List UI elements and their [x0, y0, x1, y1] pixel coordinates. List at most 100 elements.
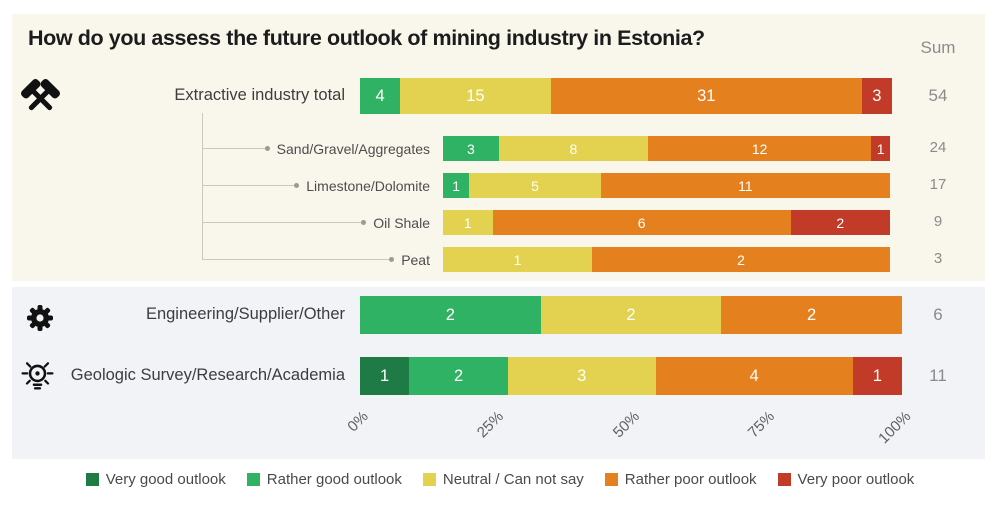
bar-segment-neutral: 3: [507, 357, 656, 395]
segment-value: 1: [452, 177, 461, 194]
bar-row: 3 8 12 1: [443, 136, 890, 161]
segment-value: 2: [453, 366, 464, 385]
segment-value: 2: [626, 305, 636, 324]
row-label: Oil Shale: [202, 213, 430, 233]
bar-segment-rather_good: 2: [360, 296, 541, 334]
legend-label: Rather poor outlook: [624, 471, 757, 488]
bar-segment-very_poor: 1: [852, 357, 902, 395]
sum-column-header: Sum: [920, 38, 956, 57]
segment-value: 2: [445, 305, 455, 324]
bar-segment-rather_poor: 12: [647, 136, 872, 161]
bar-segment-rather_poor: 6: [492, 210, 791, 235]
bar-segment-rather_poor: 4: [655, 357, 853, 395]
legend-swatch: [246, 473, 260, 486]
bar-segment-neutral: 8: [498, 136, 648, 161]
bar-segment-rather_good: 2: [409, 357, 508, 395]
row-label: Extractive industry total: [174, 86, 345, 104]
bar-segment-rather_good: 4: [360, 78, 401, 114]
row-label-text: Peat: [401, 251, 430, 268]
segment-value: 1: [876, 140, 885, 157]
segment-value: 15: [466, 86, 485, 105]
row-sum: 3: [933, 249, 943, 267]
tree-branch-line: [202, 222, 362, 223]
legend-item: Very poor outlook: [777, 471, 915, 488]
segment-value: 1: [872, 366, 882, 385]
segment-value: 1: [380, 366, 390, 385]
row-label-text: Sand/Gravel/Aggregates: [276, 140, 430, 157]
bar-segment-very_poor: 1: [871, 136, 890, 161]
segment-value: 5: [531, 177, 539, 194]
bar-segment-neutral: 15: [400, 78, 551, 114]
bar-segment-neutral: 5: [469, 173, 601, 198]
bar-row: 4 15 31 3: [360, 78, 902, 114]
bullet-dot: [264, 146, 270, 151]
segment-value: 6: [637, 214, 646, 231]
tree-branch-line: [202, 185, 295, 186]
row-label: Limestone/Dolomite: [202, 176, 430, 196]
bar-row: 1 2 3 4 1: [360, 357, 902, 395]
segment-value: 4: [749, 366, 759, 385]
bar-segment-rather_poor: 11: [600, 173, 890, 198]
row-sum: 6: [933, 305, 943, 324]
legend-swatch: [422, 473, 436, 486]
row-label: Engineering/Supplier/Other: [145, 305, 345, 323]
bullet-dot: [294, 183, 300, 188]
segment-value: 2: [836, 214, 845, 231]
legend-label: Neutral / Can not say: [442, 471, 584, 488]
bar-segment-rather_poor: 2: [591, 247, 890, 272]
row-label: Peat: [202, 250, 430, 270]
row-sum: 17: [929, 175, 947, 193]
bar-segment-very_poor: 2: [790, 210, 890, 235]
segment-value: 2: [737, 251, 745, 268]
bar-row: 1 5 11: [443, 173, 890, 198]
segment-value: 3: [577, 366, 587, 385]
legend-swatch: [85, 473, 99, 486]
legend-item: Neutral / Can not say: [422, 471, 584, 488]
bullet-dot: [389, 257, 395, 262]
row-label-text: Oil Shale: [373, 214, 430, 231]
bullet-dot: [361, 220, 367, 225]
tree-branch-line: [202, 259, 390, 260]
row-label-text: Limestone/Dolomite: [306, 177, 430, 194]
bar-segment-rather_poor: 31: [550, 78, 862, 114]
segment-value: 3: [467, 140, 475, 157]
bar-segment-very_good: 1: [360, 357, 410, 395]
bar-segment-rather_poor: 2: [721, 296, 902, 334]
tree-branch-line: [202, 148, 265, 149]
bar-segment-rather_good: 1: [443, 173, 470, 198]
segment-value: 1: [463, 214, 472, 231]
segment-value: 2: [807, 305, 817, 324]
tree-connector-line: [202, 113, 203, 260]
legend-item: Rather good outlook: [246, 471, 402, 488]
segment-value: 4: [375, 86, 385, 105]
row-sum: 54: [928, 86, 948, 105]
row-label: Geologic Survey/Research/Academia: [70, 366, 345, 384]
legend-item: Very good outlook: [85, 471, 226, 488]
legend-item: Rather poor outlook: [604, 471, 757, 488]
bar-segment-neutral: 1: [443, 247, 592, 272]
segment-value: 31: [697, 86, 716, 105]
bar-row: 2 2 2: [360, 296, 902, 334]
mining-icon: [17, 75, 64, 127]
legend: Very good outlook Rather good outlook Neut…: [0, 471, 1000, 488]
row-sum: 11: [929, 366, 947, 385]
bar-segment-rather_good: 3: [443, 136, 499, 161]
row-sum: 9: [933, 212, 943, 230]
legend-label: Very poor outlook: [797, 471, 915, 488]
legend-swatch: [777, 473, 791, 486]
bar-segment-very_poor: 3: [861, 78, 892, 114]
legend-label: Very good outlook: [105, 471, 226, 488]
bar-segment-neutral: 1: [443, 210, 493, 235]
bar-segment-neutral: 2: [540, 296, 722, 334]
row-sum: 24: [929, 138, 947, 156]
row-label: Sand/Gravel/Aggregates: [202, 139, 430, 159]
segment-value: 3: [872, 86, 882, 105]
segment-value: 12: [751, 140, 768, 157]
segment-value: 1: [513, 251, 522, 268]
segment-value: 8: [569, 140, 578, 157]
idea-icon: [19, 358, 56, 400]
legend-swatch: [604, 473, 618, 486]
chart-title: How do you assess the future outlook of …: [28, 26, 705, 50]
